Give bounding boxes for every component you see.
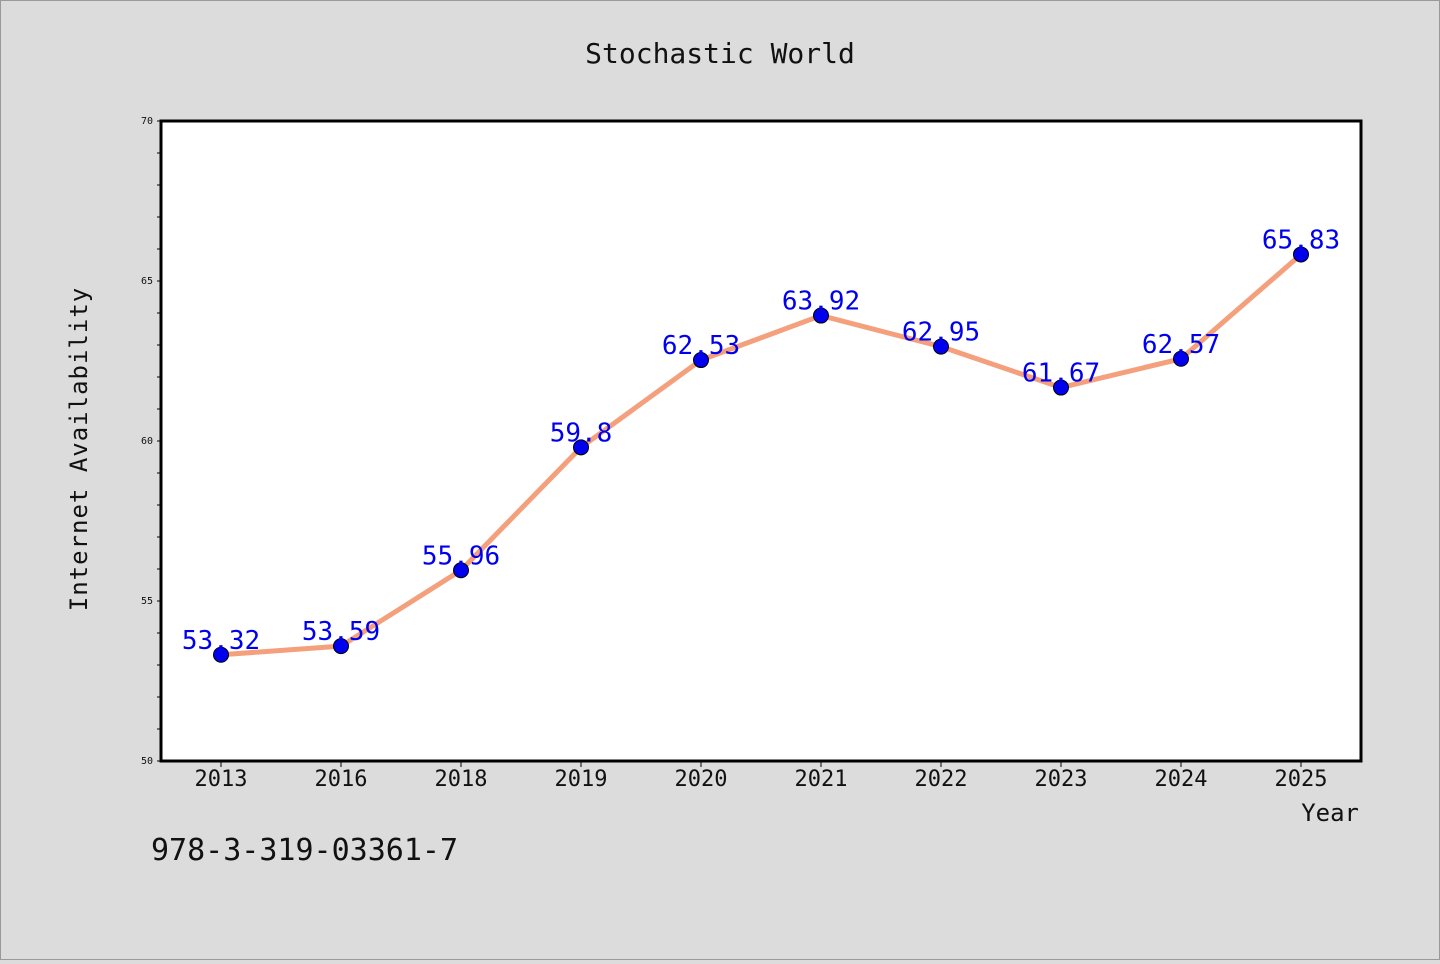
y-tick-label: 70 bbox=[141, 116, 153, 127]
x-tick-label: 2018 bbox=[435, 767, 488, 792]
plot-frame bbox=[159, 119, 1363, 763]
x-tick-label: 2019 bbox=[555, 767, 608, 792]
data-point bbox=[333, 638, 349, 655]
y-tick-label: 65 bbox=[141, 276, 153, 287]
data-label: 59.8 bbox=[550, 418, 613, 448]
footer-identifier: 978-3-319-03361-7 bbox=[151, 833, 459, 868]
data-point bbox=[1173, 350, 1189, 367]
y-tick-label: 50 bbox=[141, 756, 153, 767]
data-point bbox=[213, 646, 229, 663]
series-layer bbox=[213, 246, 1309, 663]
data-point bbox=[1293, 246, 1309, 263]
x-tick-label: 2021 bbox=[795, 767, 848, 792]
x-tick-label: 2022 bbox=[915, 767, 968, 792]
data-label: 62.57 bbox=[1142, 330, 1220, 360]
data-point bbox=[573, 439, 589, 456]
data-label: 61.67 bbox=[1022, 359, 1100, 389]
data-label-layer: 53.32 53.59 55.96 59.8 62.53 63.92 62.95 61.67 6… bbox=[182, 225, 1340, 655]
x-tick-label: 2020 bbox=[675, 767, 728, 792]
x-tick-label: 2024 bbox=[1155, 767, 1208, 792]
y-axis-label: Internet Availability bbox=[65, 287, 93, 611]
plot-area bbox=[161, 121, 1361, 761]
x-axis-label: Year bbox=[1301, 799, 1359, 827]
x-tick-label: 2013 bbox=[195, 767, 248, 792]
data-label: 55.96 bbox=[422, 541, 500, 571]
data-label: 62.53 bbox=[662, 331, 740, 361]
series-line bbox=[218, 251, 1304, 658]
data-point bbox=[1053, 379, 1069, 396]
data-label: 53.59 bbox=[302, 617, 380, 647]
data-point bbox=[453, 562, 469, 579]
x-tick-label: 2016 bbox=[315, 767, 368, 792]
x-axis: 2013 2016 2018 2019 2020 2021 2022 2023 2024 2025 bbox=[195, 761, 1328, 792]
data-label: 63.92 bbox=[782, 287, 860, 317]
y-tick-label: 60 bbox=[141, 436, 153, 447]
data-label: 53.32 bbox=[182, 626, 260, 656]
data-point bbox=[813, 307, 829, 324]
y-tick-label: 55 bbox=[141, 596, 153, 607]
x-tick-label: 2023 bbox=[1035, 767, 1088, 792]
y-axis: 50 55 60 65 70 bbox=[141, 116, 161, 767]
x-tick-label: 2025 bbox=[1275, 767, 1328, 792]
data-point bbox=[693, 352, 709, 369]
chart-title: Stochastic World bbox=[585, 37, 855, 70]
data-label: 65.83 bbox=[1262, 225, 1340, 255]
data-label: 62.95 bbox=[902, 318, 980, 348]
data-point bbox=[933, 338, 949, 355]
